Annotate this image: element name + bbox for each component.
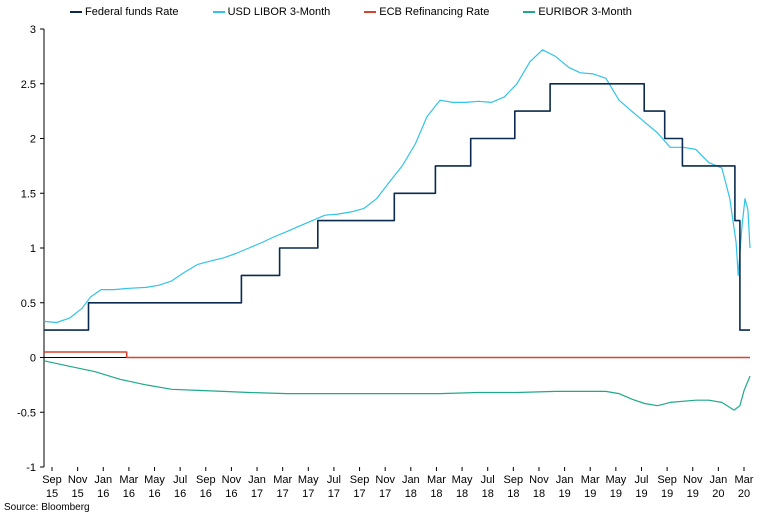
x-tick-label-year: 17 <box>379 488 391 500</box>
legend-label: ECB Refinancing Rate <box>379 6 490 18</box>
x-tick-label-year: 16 <box>97 488 109 500</box>
series-line-euribor-3-month <box>43 360 751 411</box>
x-tick-label-year: 15 <box>46 488 58 500</box>
x-tick-label-year: 18 <box>405 488 417 500</box>
series-line-federal-funds-rate <box>44 83 750 331</box>
x-tick-label-year: 19 <box>687 488 699 500</box>
source-note: Source: Bloomberg <box>4 502 90 513</box>
legend-item: USD LIBOR 3-Month <box>212 6 331 18</box>
x-tick-label-month: Mar <box>735 474 754 486</box>
x-tick-label-month: Nov <box>222 474 242 486</box>
x-tick-label-year: 18 <box>533 488 545 500</box>
x-tick-label-month: Jan <box>556 474 574 486</box>
x-tick-label-year: 17 <box>328 488 340 500</box>
y-tick-label: 3 <box>30 24 36 36</box>
x-tick-label-month: Sep <box>350 474 370 486</box>
x-tick-label-month: Sep <box>504 474 524 486</box>
legend-item: Federal funds Rate <box>70 6 179 18</box>
legend-item: EURIBOR 3-Month <box>523 6 632 18</box>
legend-item: ECB Refinancing Rate <box>364 6 489 18</box>
legend-swatch <box>212 11 225 13</box>
x-tick-label-year: 20 <box>712 488 724 500</box>
x-tick-label-year: 19 <box>635 488 647 500</box>
x-tick-label-year: 16 <box>123 488 135 500</box>
x-tick-label-month: Jul <box>481 474 495 486</box>
y-tick-label: -0.5 <box>17 407 36 419</box>
x-tick-label-month: Mar <box>273 474 292 486</box>
x-tick-label-year: 18 <box>430 488 442 500</box>
x-tick-label-month: Sep <box>42 474 62 486</box>
x-tick-label-month: May <box>144 474 165 486</box>
y-tick-label: 1.5 <box>21 188 36 200</box>
y-tick-label: 0 <box>30 353 36 365</box>
series-line-ecb-refinancing-rate <box>44 351 750 359</box>
y-tick-label: 0.5 <box>21 298 36 310</box>
x-tick-label-year: 19 <box>610 488 622 500</box>
x-tick-label-year: 20 <box>738 488 750 500</box>
y-tick-label: 1 <box>30 243 36 255</box>
x-tick-label-month: Nov <box>68 474 88 486</box>
y-tick-label: 2.5 <box>21 79 36 91</box>
x-tick-label-year: 17 <box>277 488 289 500</box>
y-tick-label: 2 <box>30 134 36 146</box>
legend-swatch <box>523 11 536 13</box>
x-tick-label-year: 16 <box>148 488 160 500</box>
x-tick-label-year: 19 <box>661 488 673 500</box>
x-tick-label-year: 17 <box>302 488 314 500</box>
x-tick-label-year: 19 <box>558 488 570 500</box>
chart-legend: Federal funds Rate USD LIBOR 3-Month ECB R… <box>70 6 666 18</box>
legend-label: EURIBOR 3-Month <box>538 6 632 18</box>
x-tick-label-year: 16 <box>200 488 212 500</box>
x-tick-label-year: 18 <box>507 488 519 500</box>
x-tick-label-year: 19 <box>584 488 596 500</box>
x-tick-label-month: Sep <box>196 474 216 486</box>
x-tick-label-month: Jul <box>327 474 341 486</box>
x-tick-labels: Sep 15 Nov 15 Jan 16 Mar 16 May 16 Jul 16 Sep 16 Nov 16… <box>42 474 754 500</box>
legend-label: Federal funds Rate <box>85 6 179 18</box>
x-tick-label-month: Mar <box>581 474 600 486</box>
x-tick-label-month: Nov <box>683 474 703 486</box>
x-tick-label-month: Jan <box>402 474 420 486</box>
x-tick-label-month: Jul <box>634 474 648 486</box>
x-tick-label-month: Nov <box>375 474 395 486</box>
x-tick-label-year: 16 <box>225 488 237 500</box>
x-tick-label-year: 18 <box>482 488 494 500</box>
x-tick-label-year: 17 <box>251 488 263 500</box>
legend-label: USD LIBOR 3-Month <box>227 6 331 18</box>
x-tick-label-month: Mar <box>119 474 138 486</box>
x-tick-label-month: Nov <box>529 474 549 486</box>
x-tick-label-month: May <box>298 474 319 486</box>
x-tick-label-month: Jan <box>94 474 112 486</box>
legend-swatch <box>364 11 377 13</box>
x-tick-label-month: May <box>452 474 473 486</box>
x-tick-label-year: 15 <box>72 488 84 500</box>
x-tick-label-month: Jan <box>709 474 727 486</box>
y-tick-label: -1 <box>26 462 36 474</box>
legend-swatch <box>70 11 82 13</box>
x-tick-label-month: Jan <box>248 474 266 486</box>
x-tick-label-year: 17 <box>353 488 365 500</box>
x-tick-label-month: Sep <box>657 474 677 486</box>
x-tick-label-year: 18 <box>456 488 468 500</box>
x-tick-label-month: Mar <box>427 474 446 486</box>
chart-series-lines <box>43 49 751 411</box>
x-tick-label-month: Jul <box>173 474 187 486</box>
x-tick-label-year: 16 <box>174 488 186 500</box>
x-tick-label-month: May <box>605 474 626 486</box>
y-tick-labels: 3 2.5 2 1.5 1 0.5 0 -0.5 -1 <box>17 24 36 474</box>
